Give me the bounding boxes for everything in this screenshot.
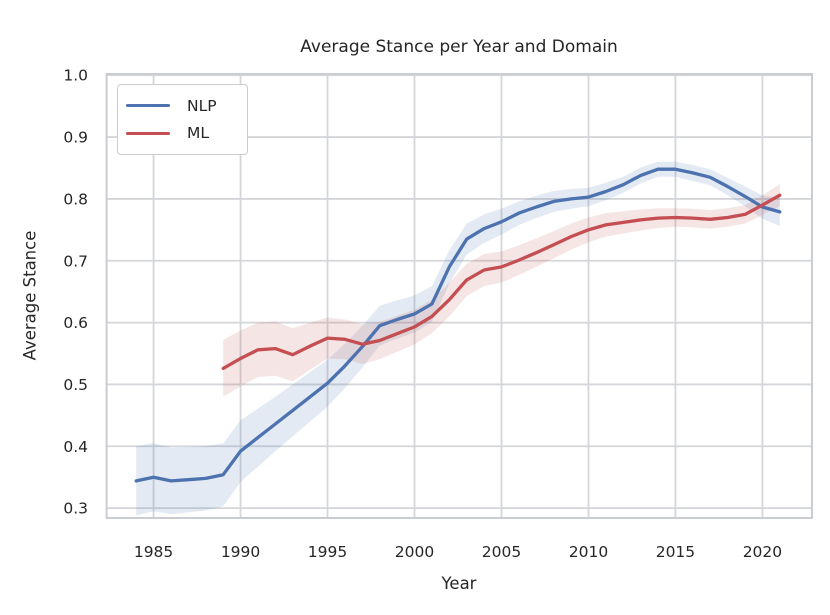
x-tick-label-2020: 2020 [743, 543, 782, 561]
legend: NLP ML [117, 84, 248, 155]
legend-item-ml: ML [126, 124, 239, 142]
x-tick-label-2015: 2015 [656, 543, 695, 561]
y-tick-label-1: 1.0 [63, 67, 88, 85]
y-tick-label-0.9: 0.9 [63, 129, 88, 147]
nlp-line-swatch [126, 103, 170, 108]
plot-border [105, 73, 814, 519]
y-tick-label-0.7: 0.7 [63, 252, 88, 270]
x-tick-label-2010: 2010 [569, 543, 608, 561]
y-tick-label-0.4: 0.4 [63, 438, 88, 456]
legend-label-ml: ML [187, 124, 210, 143]
ml-line [221, 193, 782, 371]
x-tick-label-2000: 2000 [395, 543, 434, 561]
y-axis-label: Average Stance [20, 230, 40, 361]
x-axis-label: Year [441, 574, 477, 593]
x-tick-label-1995: 1995 [308, 543, 347, 561]
x-tick-label-2005: 2005 [482, 543, 521, 561]
y-tick-label-0.3: 0.3 [63, 500, 88, 518]
chart-title: Average Stance per Year and Domain [300, 37, 618, 57]
y-tick-label-0.6: 0.6 [63, 314, 88, 332]
legend-label-nlp: NLP [187, 96, 217, 115]
legend-item-nlp: NLP [126, 97, 239, 115]
ml-line-swatch [126, 131, 170, 135]
nlp-line [134, 167, 782, 483]
y-tick-label-0.8: 0.8 [63, 190, 88, 208]
x-tick-label-1985: 1985 [134, 543, 173, 561]
nlp-ci-band [136, 161, 780, 516]
x-tick-label-1990: 1990 [221, 543, 260, 561]
y-tick-label-0.5: 0.5 [63, 376, 88, 394]
